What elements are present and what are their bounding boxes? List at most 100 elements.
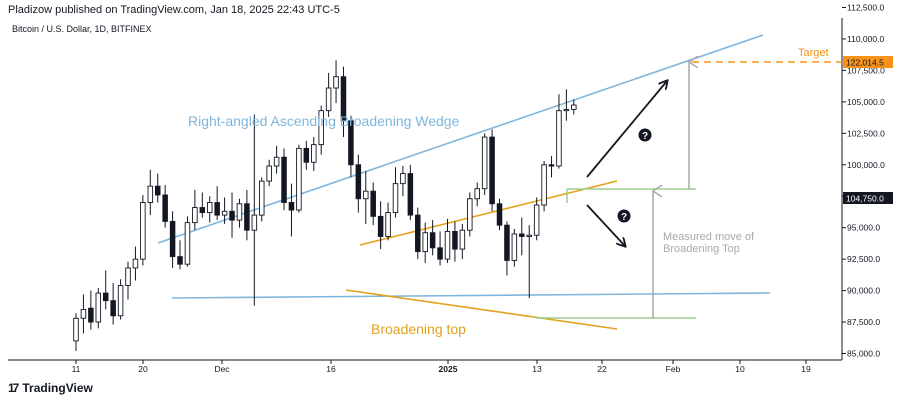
candle-body-up xyxy=(533,204,540,236)
candle xyxy=(571,99,577,115)
candle-body-down xyxy=(548,164,555,167)
y-tick-label: 107,500.0 xyxy=(847,65,885,75)
candle-body-down xyxy=(177,256,183,265)
candle-body-up xyxy=(125,267,131,287)
candle xyxy=(221,197,228,224)
x-tick-label: 2025 xyxy=(439,364,458,374)
candle xyxy=(132,246,139,281)
candle xyxy=(459,223,466,260)
candle xyxy=(415,207,421,260)
candle xyxy=(117,279,124,320)
x-tick-label: 10 xyxy=(735,364,745,374)
tradingview-brand-text: TradingView xyxy=(22,381,93,395)
candle xyxy=(273,145,280,174)
candle-body-up xyxy=(140,202,146,260)
y-tick-label: 105,000.0 xyxy=(847,97,885,107)
wedge-lower-line xyxy=(171,292,771,299)
candle xyxy=(422,222,428,263)
candle-body-up xyxy=(311,144,317,163)
candle xyxy=(444,218,451,263)
candle xyxy=(125,261,131,300)
candle xyxy=(192,189,198,231)
candle-body-up xyxy=(556,110,562,167)
y-tick-label: 112,500.0 xyxy=(847,2,884,12)
candle xyxy=(154,173,161,203)
y-tick-label: 87,500.0 xyxy=(847,317,880,327)
tradingview-logo[interactable]: 17 TradingView xyxy=(8,381,93,395)
question-mark-upper: ? xyxy=(642,131,648,142)
candle xyxy=(429,220,436,256)
candle xyxy=(199,192,206,218)
candle xyxy=(363,171,369,224)
candle-body-down xyxy=(429,232,436,249)
y-axis: 85,000.0 87,500.0 90,000.0 92,500.0 95,000.0… xyxy=(842,2,885,359)
measured-move-label-line1: Measured move of xyxy=(663,231,755,243)
x-tick-label: 11 xyxy=(72,364,81,374)
candle xyxy=(474,182,480,207)
question-badge-lower: ? xyxy=(617,209,631,223)
candle xyxy=(563,89,570,121)
candle xyxy=(333,60,339,104)
candle-body-up xyxy=(385,212,391,237)
candle xyxy=(370,182,376,226)
candle-body-down xyxy=(281,156,287,203)
candle xyxy=(169,211,176,268)
candle xyxy=(102,270,109,310)
candle-body-up xyxy=(273,156,280,167)
candle-body-up xyxy=(333,76,339,89)
candle-body-down xyxy=(519,233,525,237)
candle-body-up xyxy=(318,110,324,146)
x-tick-label: Feb xyxy=(666,364,681,374)
broadening-label: Broadening top xyxy=(371,321,466,337)
candle xyxy=(236,198,243,228)
candle-body-down xyxy=(110,300,116,317)
bullish-scenario-arrow xyxy=(586,81,667,178)
candle-body-down xyxy=(102,292,109,302)
candle xyxy=(73,313,79,351)
candle xyxy=(496,198,503,231)
candle-body-down xyxy=(489,136,495,205)
candle-body-up xyxy=(422,232,428,253)
candle-body-up xyxy=(73,317,79,342)
y-tick-label: 85,000.0 xyxy=(847,349,880,359)
candle-body-up xyxy=(467,198,473,231)
candle xyxy=(147,169,154,216)
y-tick-label: 95,000.0 xyxy=(847,223,880,233)
candle xyxy=(110,283,116,325)
y-tick-label: 90,000.0 xyxy=(847,286,880,296)
broadening-lower-line xyxy=(345,289,618,330)
candle-body-down xyxy=(504,224,510,261)
candle xyxy=(303,140,310,170)
candle-body-up xyxy=(147,185,154,203)
candle xyxy=(355,154,362,213)
candle-body-up xyxy=(206,202,213,214)
candle-body-up xyxy=(481,136,488,190)
measured-move-label-line2: Broadening Top xyxy=(663,243,740,255)
candle-body-up xyxy=(251,214,258,231)
x-tick-label: 20 xyxy=(138,364,148,374)
candle-body-up xyxy=(221,210,228,216)
candle-body-up xyxy=(444,231,451,260)
candle-body-down xyxy=(415,214,421,253)
candle-body-down xyxy=(303,147,310,163)
candle xyxy=(452,221,458,262)
candle-body-down xyxy=(407,173,414,216)
candle-body-down xyxy=(169,220,176,258)
candle-body-down xyxy=(162,194,168,222)
candle xyxy=(504,221,510,276)
candle-body-up xyxy=(571,104,577,110)
candle xyxy=(311,137,317,172)
candle xyxy=(556,94,562,169)
candles xyxy=(73,60,577,351)
question-badge-upper: ? xyxy=(638,128,652,142)
candle xyxy=(229,192,235,238)
candle xyxy=(325,72,332,117)
x-tick-label: 16 xyxy=(326,364,336,374)
question-mark-lower: ? xyxy=(621,212,627,223)
x-axis: 11 20 Dec 16 2025 13 22 Feb 10 19 xyxy=(72,360,811,374)
candle xyxy=(296,144,302,213)
candle-body-down xyxy=(214,202,220,216)
candle xyxy=(318,105,324,155)
candle-body-down xyxy=(348,120,354,166)
